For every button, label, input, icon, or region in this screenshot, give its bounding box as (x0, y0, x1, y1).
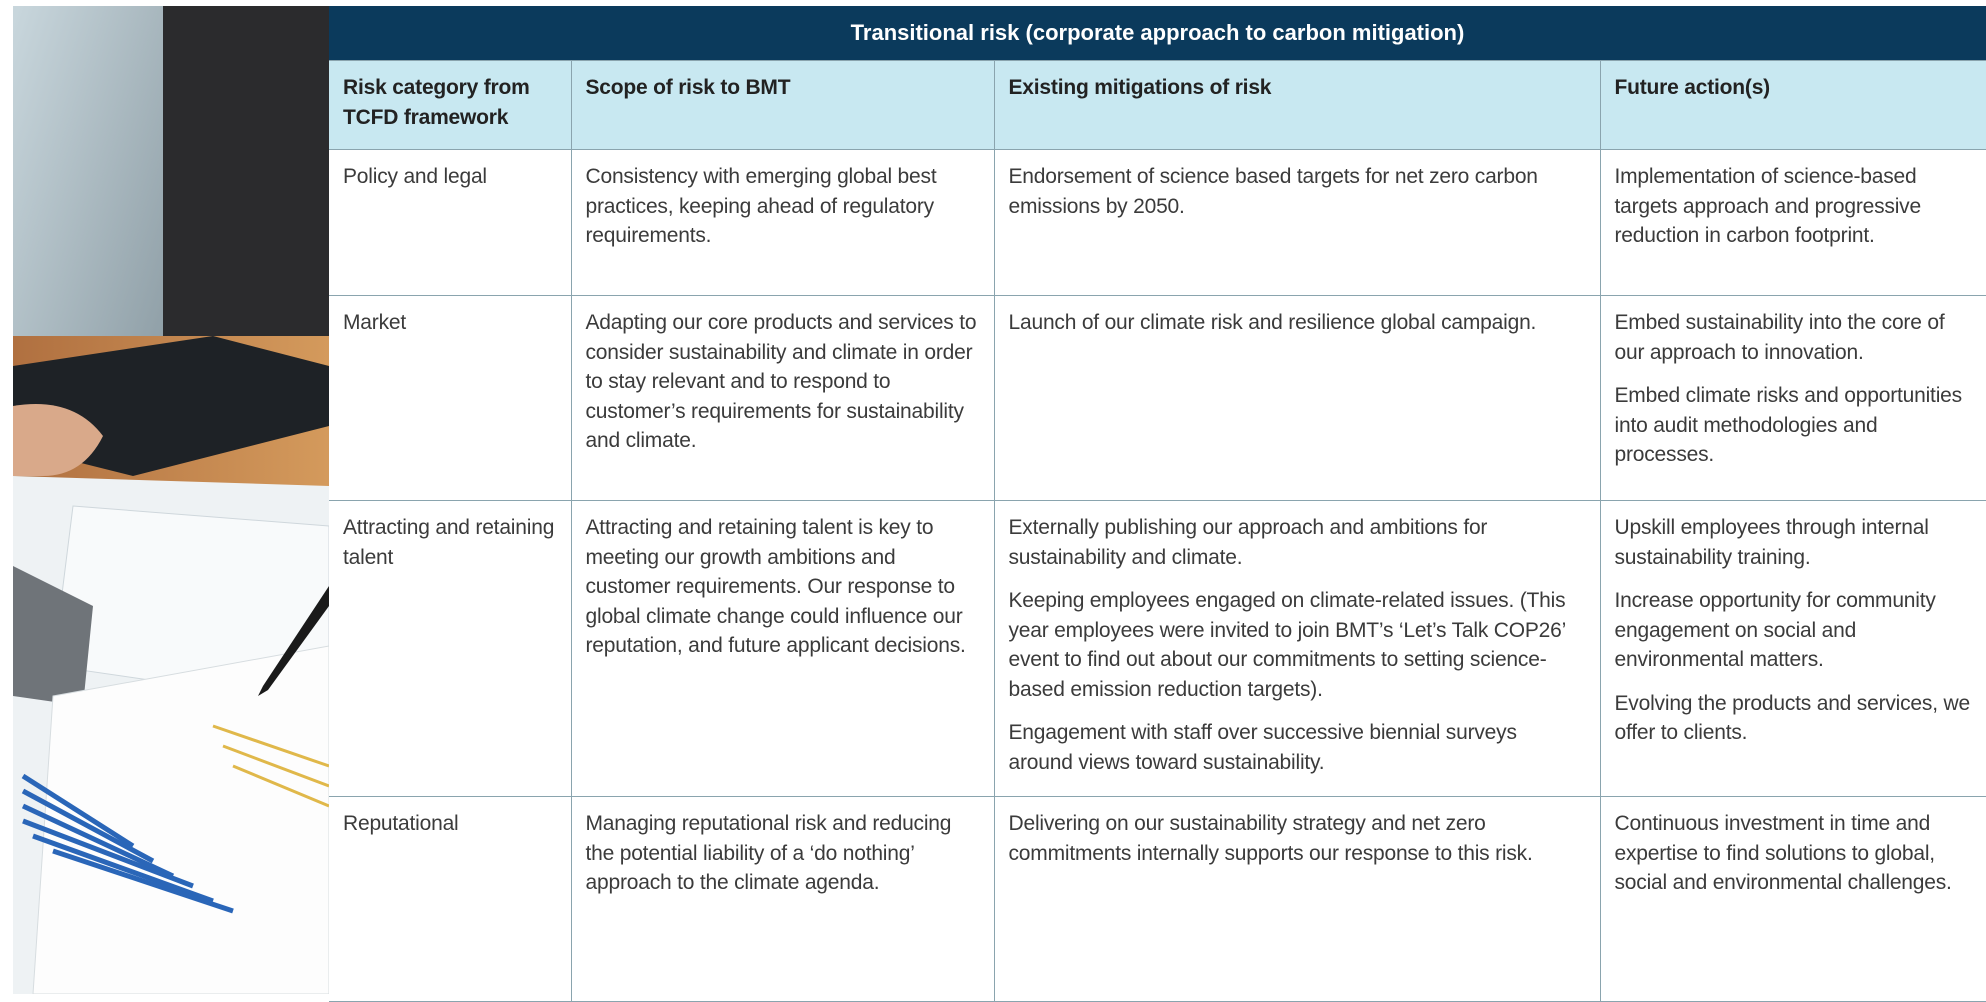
cell-paragraph: Attracting and retaining talent is key t… (585, 516, 966, 657)
photo (13, 6, 329, 994)
table-row: Policy and legal Consistency with emergin… (329, 149, 1986, 296)
text-cell: Embed sustainability into the core of ou… (1599, 295, 1986, 501)
text-cell: Consistency with emerging global best pr… (570, 149, 995, 296)
column-header: Risk category from TCFD framework (329, 60, 572, 150)
cell-paragraph: Engagement with staff over successive bi… (1008, 721, 1517, 774)
cell-paragraph: Implementation of science-based targets … (1614, 165, 1922, 247)
cell-paragraph: Market (343, 311, 406, 334)
column-header: Future action(s) (1599, 60, 1986, 150)
cell-paragraph: Increase opportunity for community engag… (1614, 589, 1936, 671)
risk-category-cell: Market (329, 295, 572, 501)
cell-paragraph: Keeping employees engaged on climate-rel… (1008, 589, 1566, 701)
photo-illustration (13, 6, 329, 994)
risk-category-cell: Policy and legal (329, 149, 572, 296)
cell-paragraph: Embed sustainability into the core of ou… (1614, 311, 1945, 364)
cell-paragraph: Consistency with emerging global best pr… (585, 165, 937, 247)
text-cell: Adapting our core products and services … (570, 295, 995, 501)
cell-paragraph: Continuous investment in time and expert… (1614, 812, 1952, 894)
text-cell: Endorsement of science based targets for… (993, 149, 1601, 296)
table-body: Policy and legal Consistency with emergin… (329, 149, 1986, 1002)
column-header: Existing mitigations of risk (993, 60, 1601, 150)
text-cell: Attracting and retaining talent is key t… (570, 500, 995, 797)
table-row: Reputational Managing reputational risk a… (329, 796, 1986, 1002)
cell-paragraph: Policy and legal (343, 165, 487, 188)
cell-paragraph: Evolving the products and services, we o… (1614, 691, 1971, 745)
cell-paragraph: Delivering on our sustainability strateg… (1008, 812, 1533, 865)
risk-category-cell: Reputational (329, 796, 572, 1002)
risk-category-cell: Attracting and retaining talent (329, 500, 572, 797)
cell-paragraph: Adapting our core products and services … (585, 311, 977, 452)
text-cell: Externally publishing our approach and a… (993, 500, 1601, 797)
cell-paragraph: Embed climate risks and opportunities in… (1614, 384, 1963, 466)
cell-paragraph: Reputational (343, 812, 459, 835)
table-title: Transitional risk (corporate approach to… (329, 6, 1986, 60)
column-header: Scope of risk to BMT (570, 60, 995, 150)
header-row: Risk category from TCFD framework Scope o… (329, 60, 1986, 150)
risk-table-panel: Transitional risk (corporate approach to… (329, 6, 1986, 1002)
cell-paragraph: Upskill employees through internal susta… (1614, 516, 1929, 569)
text-cell: Delivering on our sustainability strateg… (993, 796, 1601, 1002)
table-row: Attracting and retaining talent Attractin… (329, 500, 1986, 797)
cell-paragraph: Launch of our climate risk and resilienc… (1008, 311, 1537, 334)
cell-paragraph: Attracting and retaining talent (343, 516, 555, 569)
text-cell: Managing reputational risk and reducing … (570, 796, 995, 1002)
risk-table: Risk category from TCFD framework Scope o… (329, 60, 1986, 1002)
cell-paragraph: Managing reputational risk and reducing … (585, 812, 952, 894)
text-cell: Upskill employees through internal susta… (1599, 500, 1986, 797)
text-cell: Implementation of science-based targets … (1599, 149, 1986, 296)
table-row: Market Adapting our core products and ser… (329, 295, 1986, 501)
text-cell: Launch of our climate risk and resilienc… (993, 295, 1601, 501)
cell-paragraph: Externally publishing our approach and a… (1008, 516, 1488, 569)
text-cell: Continuous investment in time and expert… (1599, 796, 1986, 1002)
cell-paragraph: Endorsement of science based targets for… (1008, 165, 1538, 218)
